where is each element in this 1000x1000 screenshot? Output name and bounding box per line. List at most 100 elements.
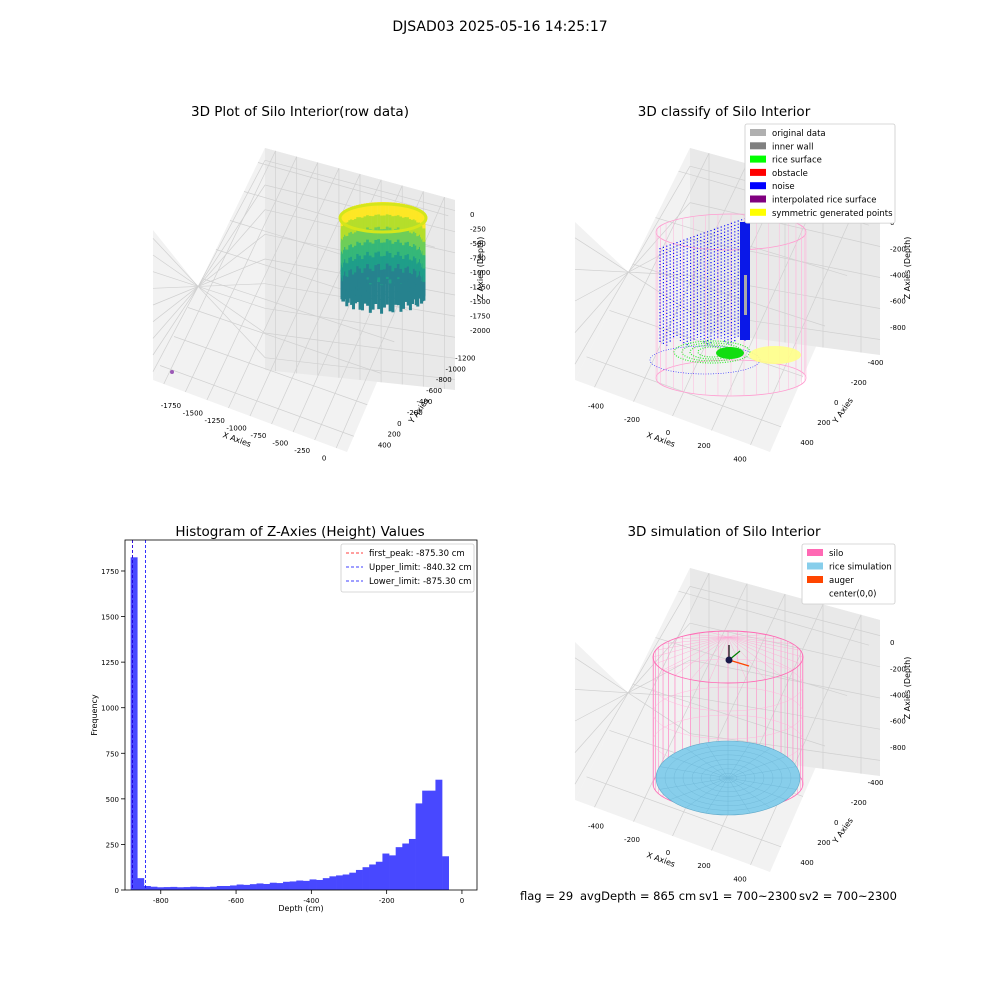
legend-box	[340, 543, 475, 593]
y-tick-label: 1750	[101, 568, 119, 576]
point-sample	[402, 281, 405, 296]
legend-box	[744, 123, 896, 224]
point-sample	[396, 227, 400, 241]
point-sample	[412, 244, 416, 258]
panel-simulation-3d-title: 3D simulation of Silo Interior	[627, 524, 821, 540]
raw-3d-y-ticks: 400 200 0 -200 -400 -600 -800 -1000 -1200	[378, 354, 476, 449]
z-gridline	[574, 659, 691, 722]
silo-wire-roof	[655, 636, 729, 664]
point-sample	[350, 207, 354, 221]
x-tick-label: 0	[460, 897, 464, 905]
point-sample	[358, 268, 362, 283]
point-sample	[348, 270, 352, 284]
simulation-3d-model	[652, 630, 804, 816]
point-sample	[391, 257, 395, 273]
simulation-3d-x-tick-label: 0	[666, 849, 670, 857]
point-sample	[410, 233, 414, 248]
point-sample	[358, 204, 362, 219]
silo-wire-roof	[727, 636, 794, 671]
histogram-bar	[203, 887, 211, 890]
histogram-bar	[157, 887, 165, 890]
classify-3d-y-tick-label: 200	[817, 419, 830, 427]
point-sample	[352, 233, 356, 249]
simulation-3d-y-tick-label: -400	[868, 779, 884, 787]
point-sample	[388, 214, 392, 229]
point-sample	[346, 208, 350, 224]
point-sample	[394, 241, 398, 257]
point-sample	[371, 257, 375, 273]
histogram-bar	[216, 885, 224, 890]
raw-3d-x-tick-label: -1750	[161, 402, 181, 410]
silo-wire-roof	[727, 636, 793, 645]
legend-label: symmetric generated points	[772, 209, 893, 219]
point-sample	[394, 202, 398, 217]
z-gridline	[152, 254, 266, 334]
point-sample	[408, 281, 412, 297]
histogram-bar	[428, 790, 436, 890]
rice-mesh-spoke	[727, 742, 751, 779]
point-sample	[388, 227, 392, 242]
point-sample	[399, 255, 403, 270]
point-sample	[414, 232, 418, 247]
z-gridline	[574, 622, 691, 753]
point-sample	[366, 279, 370, 294]
z-gridline	[264, 307, 456, 338]
z-gridline	[689, 202, 881, 247]
silo-wire-roof	[708, 636, 729, 683]
point-sample	[377, 226, 381, 241]
point-sample	[354, 272, 358, 287]
silo-wire-roof	[727, 636, 766, 680]
silo-wire-roof	[727, 634, 766, 638]
histogram-bar	[302, 880, 310, 890]
point-sample	[377, 214, 381, 228]
histogram-bar	[130, 557, 138, 890]
point-sample	[348, 285, 352, 299]
histogram-bar	[402, 843, 410, 890]
raw-3d-z-tick-label: -2000	[470, 327, 490, 335]
classify-3d-z-axis-label: Z Axies (Depth)	[903, 237, 912, 300]
histogram-bar	[230, 885, 237, 890]
raw-3d-z-axis-label: Z Axies (Depth)	[476, 237, 485, 300]
z-gridline	[689, 238, 881, 278]
panel-simulation-3d: 3D simulation of Silo Interior -400-2000…	[574, 524, 912, 883]
point-sample	[385, 238, 389, 253]
point-sample	[414, 277, 418, 292]
point-sample	[377, 263, 381, 278]
silo-wire-roof	[674, 636, 729, 676]
point-sample	[377, 202, 381, 216]
point-sample	[356, 253, 360, 268]
raw-3d-z-ticks: 0 -250 -500 -750 -1000 -1250 -1500 -1750 -2000	[470, 211, 490, 335]
point-sample	[361, 282, 364, 297]
point-sample	[354, 205, 358, 220]
histogram-bar	[355, 869, 363, 890]
point-sample	[348, 232, 352, 247]
rice-surface-core	[716, 347, 744, 359]
rice-mesh-spoke	[727, 777, 771, 809]
z-gridline	[152, 184, 266, 356]
point-sample	[396, 203, 400, 217]
point-sample	[399, 242, 403, 257]
histogram-bar	[389, 855, 396, 890]
point-sample	[356, 204, 360, 219]
z-gridline	[689, 586, 881, 636]
silo-wire-roof	[727, 636, 782, 639]
simulation-3d-y-tick-label: 400	[800, 859, 813, 867]
point-sample	[412, 207, 416, 221]
histogram-bar	[375, 861, 383, 890]
raw-3d-z-tick-label: -250	[470, 226, 486, 234]
x-tick-label: -600	[228, 897, 244, 905]
y-tick-label: 500	[106, 796, 119, 804]
point-sample	[391, 229, 395, 245]
histogram-bars	[130, 557, 449, 890]
point-sample	[391, 202, 395, 218]
point-sample	[406, 229, 410, 243]
raw-3d-z-tick-label: -1000	[470, 269, 490, 277]
point-sample	[382, 215, 386, 230]
simulation-3d-x-tick-label: 400	[733, 875, 746, 883]
point-sample	[406, 266, 410, 280]
histogram-bar	[382, 853, 390, 890]
silo-wire-roof	[727, 636, 804, 658]
point-sample	[410, 274, 414, 289]
point-sample	[410, 260, 414, 276]
